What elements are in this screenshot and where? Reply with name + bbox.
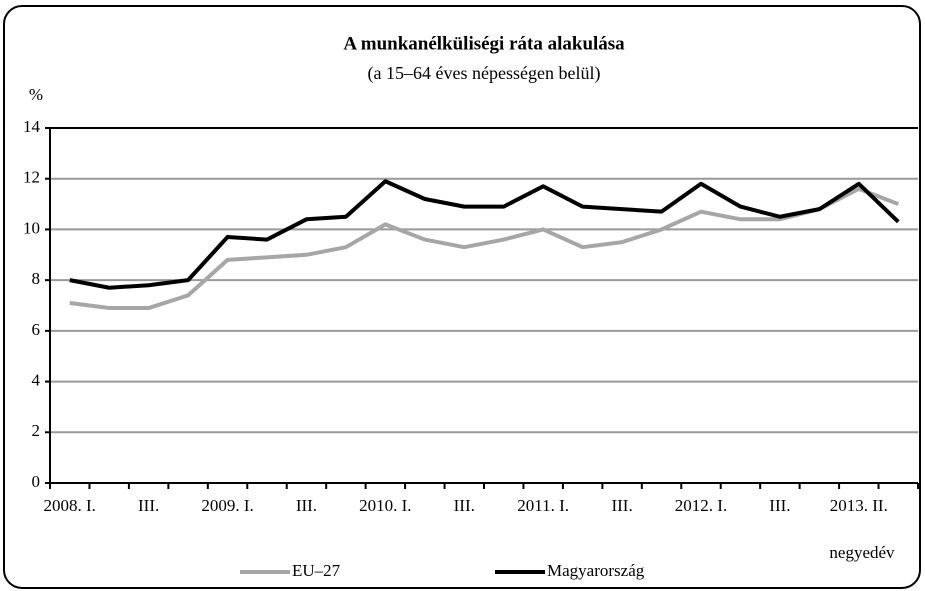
y-tick-label: 4 bbox=[32, 370, 41, 389]
y-tick-label: 6 bbox=[32, 320, 41, 339]
x-tick-label: III. bbox=[138, 496, 159, 515]
x-tick-label: III. bbox=[769, 496, 790, 515]
line-series bbox=[69, 179, 900, 290]
y-tick-label: 8 bbox=[32, 269, 41, 288]
x-tick-label: III. bbox=[611, 496, 632, 515]
chart-title: A munkanélküliségi ráta alakulása bbox=[343, 33, 625, 54]
line-series bbox=[69, 186, 899, 311]
chart-subtitle: (a 15–64 éves népességen belül) bbox=[368, 63, 601, 84]
y-tick-label: 12 bbox=[23, 168, 40, 187]
x-tick-label: 2013. II. bbox=[830, 496, 888, 515]
y-tick-label: 0 bbox=[32, 472, 41, 491]
frame bbox=[3, 5, 921, 589]
y-tick-label: 14 bbox=[23, 117, 41, 136]
x-tick-label: 2008. I. bbox=[44, 496, 96, 515]
x-tick-label: 2011. I. bbox=[517, 496, 569, 515]
legend-label: Magyarország bbox=[547, 561, 645, 580]
x-tick-label: 2012. I. bbox=[675, 496, 727, 515]
y-tick-label: 2 bbox=[32, 421, 41, 440]
x-tick-label: III. bbox=[296, 496, 317, 515]
legend-label: EU–27 bbox=[292, 561, 341, 580]
x-tick-label: 2010. I. bbox=[359, 496, 411, 515]
x-tick-label: III. bbox=[454, 496, 475, 515]
y-tick-label: 10 bbox=[23, 218, 40, 237]
x-axis-label: negyedév bbox=[829, 543, 895, 562]
x-tick-label: 2009. I. bbox=[201, 496, 253, 515]
y-axis-label: % bbox=[29, 85, 43, 104]
